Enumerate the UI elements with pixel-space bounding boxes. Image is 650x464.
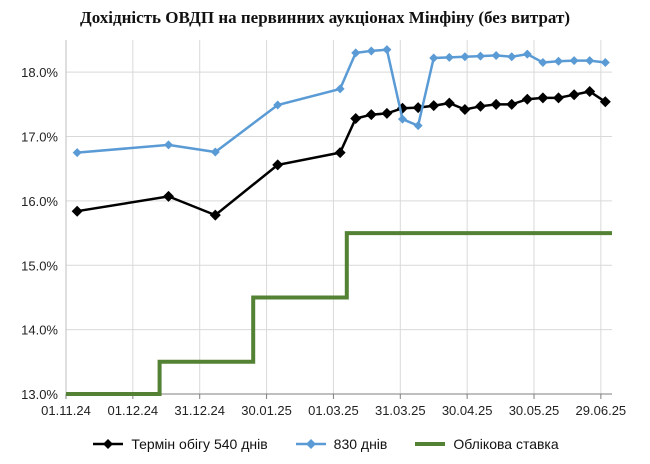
tick-label-layer: 13.0% 14.0% 15.0% 16.0% 17.0% 18.0% 01.11.24 01… [21,65,626,418]
data-point [210,147,220,157]
data-point [72,148,82,158]
data-point [164,140,174,150]
legend-label: Термін обігу 540 днів [131,436,268,452]
x-tick-label: 01.12.24 [108,403,159,418]
data-point [163,190,175,202]
data-point [460,52,470,62]
data-point [600,58,610,68]
data-point [351,48,361,58]
y-tick-label: 17.0% [21,130,58,145]
data-point [506,98,518,110]
y-tick-label: 13.0% [21,387,58,402]
data-point [475,100,487,112]
data-point [584,85,596,97]
x-tick-label: 01.11.24 [41,403,91,418]
legend-label: Облікова ставка [453,436,559,452]
legend-swatch [295,439,326,449]
legend-swatch [415,442,446,446]
data-point [334,147,346,159]
axis-layer [65,40,612,399]
legend: Термін обігу 540 днів 830 днів Облікова ст… [0,436,650,452]
data-point [71,205,83,217]
legend-swatch-marker [103,439,114,449]
data-point [382,45,392,55]
x-tick-label: 29.06.25 [576,403,627,418]
data-point [554,56,564,66]
series-layer [66,45,612,396]
legend-item: Облікова ставка [413,436,559,452]
series-line-2 [76,48,606,154]
data-point [443,97,455,109]
data-point [476,51,486,61]
x-tick-label: 30.05.25 [509,403,560,418]
data-point [538,58,548,68]
series-line-1 [76,90,606,217]
x-tick-label: 30.01.25 [241,403,292,418]
chart-title: Дохідність ОВДП на первинних аукціонах М… [80,8,570,27]
y-tick-label: 15.0% [21,258,58,273]
y-tick-label: 16.0% [21,194,58,209]
data-point [491,50,501,60]
data-point [585,56,595,66]
data-point [599,96,611,108]
data-point [490,98,502,110]
legend-label: 830 днів [333,436,388,452]
legend-item: 830 днів [294,436,388,452]
data-point [272,159,284,171]
data-point [444,52,454,62]
data-point [569,56,579,66]
data-point [522,49,532,59]
legend-swatch-marker [305,439,316,449]
data-point [381,107,393,119]
data-point [335,84,345,94]
data-point [428,100,440,112]
grid-layer [65,40,612,395]
data-point [413,121,423,131]
x-tick-label: 01.03.25 [308,403,359,418]
data-point [366,46,376,56]
y-tick-label: 18.0% [21,65,58,80]
data-point [553,92,565,104]
data-point [350,113,362,125]
data-point [507,52,517,62]
data-point [521,93,533,105]
data-point [273,100,283,110]
data-point [537,92,549,104]
legend-swatch [93,439,124,449]
x-tick-label: 31.12.24 [174,403,225,418]
x-tick-label: 31.03.25 [375,403,426,418]
data-point [365,109,377,121]
data-point [568,89,580,101]
series-line-3 [66,231,612,396]
data-point [459,104,471,116]
x-tick-label: 30.04.25 [442,403,493,418]
data-point [209,209,221,221]
y-tick-label: 14.0% [21,323,58,338]
legend-item: Термін обігу 540 днів [91,436,268,452]
data-point [429,53,439,63]
data-point [398,114,408,124]
